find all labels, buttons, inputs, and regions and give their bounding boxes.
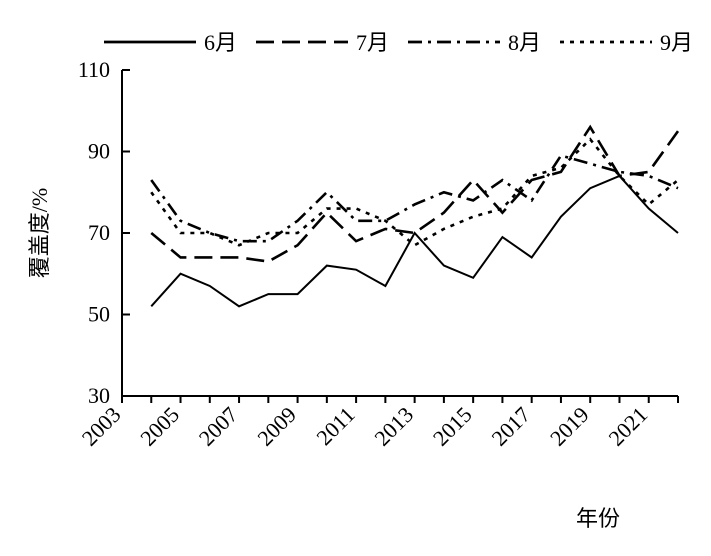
x-tick-label: 2015 xyxy=(428,402,477,451)
y-axis-title: 覆盖度/% xyxy=(27,188,52,278)
x-tick-label: 2017 xyxy=(486,402,535,451)
x-tick-label: 2013 xyxy=(369,402,418,451)
x-axis-ticks: 2003 2005 2007 2009 2011 2013 2015 2017 2019 2021 xyxy=(77,396,679,451)
legend-label: 6月 xyxy=(204,30,237,55)
x-tick-label: 2005 xyxy=(135,402,184,451)
x-axis-title: 年份 xyxy=(576,506,620,531)
x-tick-label: 2003 xyxy=(77,402,126,451)
y-tick-label: 50 xyxy=(88,302,110,327)
series-line-4 xyxy=(150,137,679,247)
x-tick-label: 2019 xyxy=(545,402,594,451)
legend-label: 8月 xyxy=(508,30,541,55)
legend-label: 7月 xyxy=(356,30,389,55)
series-layer xyxy=(150,124,680,308)
x-tick-label: 2007 xyxy=(194,402,243,451)
y-tick-label: 30 xyxy=(88,383,110,408)
legend-label: 9月 xyxy=(660,30,693,55)
x-tick-label: 2011 xyxy=(311,402,359,450)
series-line-2 xyxy=(150,124,680,263)
legend: 6月 7月 8月 9月 xyxy=(104,30,693,55)
y-tick-label: 90 xyxy=(88,139,110,164)
y-tick-label: 70 xyxy=(88,220,110,245)
x-tick-label: 2021 xyxy=(603,402,652,451)
series-line-1 xyxy=(150,174,679,308)
y-axis-ticks: 30 50 70 90 110 xyxy=(78,57,130,408)
x-tick-label: 2009 xyxy=(252,402,301,451)
y-tick-label: 110 xyxy=(78,57,110,82)
series-line-3 xyxy=(150,154,679,243)
